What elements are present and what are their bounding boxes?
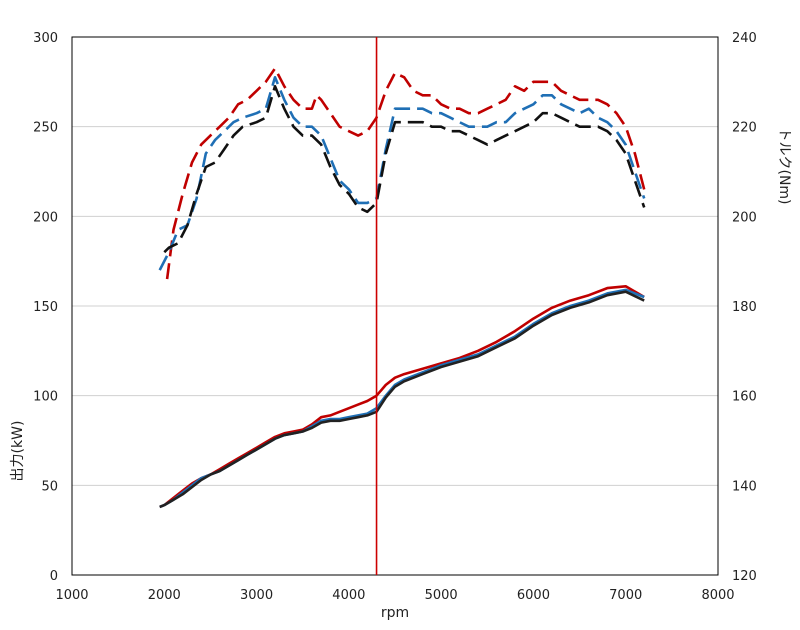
right-y-tick-label: 180 — [732, 300, 757, 315]
right-y-tick-label: 120 — [732, 569, 757, 584]
right-y-tick-label: 160 — [732, 390, 757, 405]
x-tick-labels: 1000 2000 3000 4000 5000 6000 7000 8000 — [55, 588, 734, 603]
power-series-line-2 — [159, 288, 645, 509]
power-series-line-1 — [159, 285, 645, 509]
x-tick-label: 6000 — [517, 588, 550, 603]
x-axis-title: rpm — [381, 605, 409, 621]
torque-series-line-6 — [163, 85, 646, 254]
left-y-tick-label: 200 — [33, 210, 58, 225]
x-tick-label: 1000 — [55, 588, 88, 603]
left-y-tick-label: 150 — [33, 300, 58, 315]
torque-series-line-4 — [165, 67, 646, 280]
x-tick-label: 7000 — [609, 588, 642, 603]
left-y-axis-title: 出力(kW) — [10, 421, 26, 482]
right-y-axis-title: トルク(Nm) — [776, 127, 792, 204]
horizontal-gridlines — [72, 126, 718, 486]
x-tick-label: 8000 — [701, 588, 734, 603]
right-y-tick-label: 240 — [732, 31, 757, 46]
right-y-tick-label: 220 — [732, 121, 757, 136]
left-y-tick-label: 100 — [33, 390, 58, 405]
x-tick-label: 5000 — [425, 588, 458, 603]
x-tick-label: 4000 — [332, 588, 365, 603]
x-tick-label: 3000 — [240, 588, 273, 603]
left-y-tick-labels: 0 50 100 150 200 250 300 — [33, 31, 58, 584]
series-layer — [158, 67, 646, 509]
left-y-tick-label: 300 — [33, 31, 58, 46]
right-y-tick-label: 200 — [732, 210, 757, 225]
right-y-tick-labels: 120 140 160 180 200 220 240 — [732, 31, 757, 584]
left-y-tick-label: 0 — [50, 569, 58, 584]
right-y-tick-label: 140 — [732, 479, 757, 494]
plot-area-frame — [71, 36, 719, 576]
left-y-tick-label: 250 — [33, 121, 58, 136]
left-y-tick-label: 50 — [41, 479, 58, 494]
x-tick-label: 2000 — [148, 588, 181, 603]
torque-series-line-5 — [158, 76, 646, 271]
power-series-line-3 — [159, 290, 645, 509]
